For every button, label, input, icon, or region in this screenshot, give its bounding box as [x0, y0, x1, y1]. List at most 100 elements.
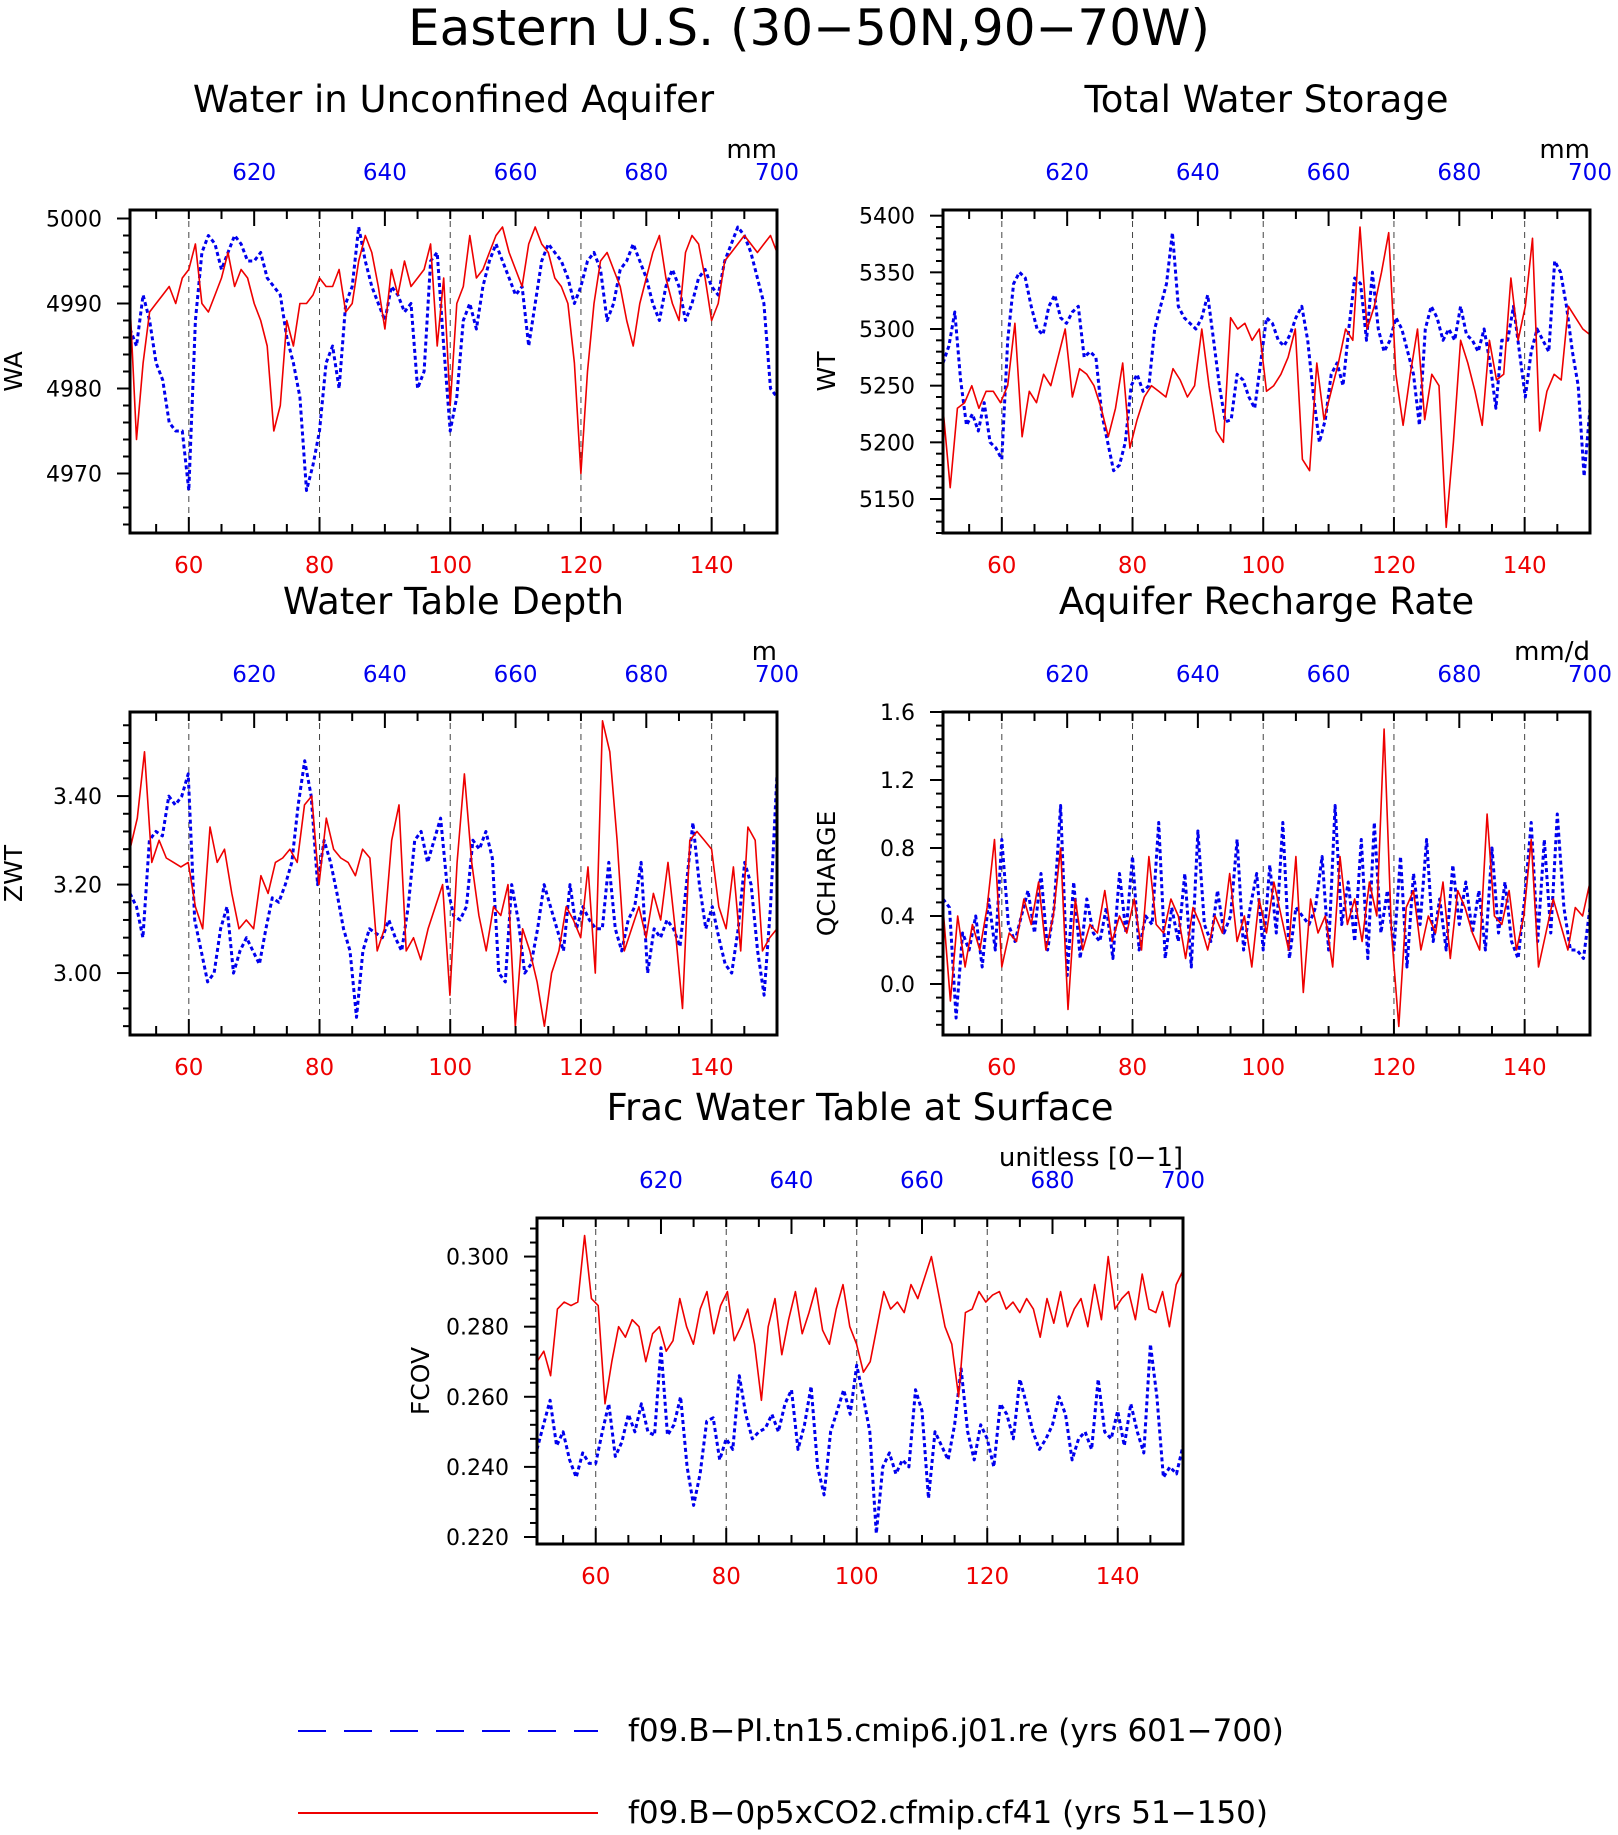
- x-tick-label-top: 660: [494, 160, 538, 186]
- legend-label-series-a: f09.B−PI.tn15.cmip6.j01.re (yrs 601−700): [628, 1713, 1284, 1749]
- main-title: Eastern U.S. (30−50N,90−70W): [408, 0, 1210, 57]
- y-tick-label: 1.2: [880, 769, 915, 794]
- x-tick-label-bottom: 120: [965, 1564, 1009, 1590]
- y-axis-label: QCHARGE: [812, 811, 841, 937]
- chart-title: Frac Water Table at Surface: [606, 1086, 1113, 1129]
- y-axis-label: WA: [0, 351, 28, 391]
- series-line-a: [128, 225, 779, 492]
- units-label: m: [752, 637, 777, 667]
- y-tick-label: 0.0: [880, 973, 915, 998]
- x-tick-label-top: 640: [770, 1168, 814, 1194]
- x-tick-label-top: 680: [624, 160, 668, 186]
- y-tick-label: 0.4: [880, 905, 915, 930]
- plot-frame: [535, 1216, 1185, 1546]
- x-tick-label-top: 700: [1568, 662, 1612, 688]
- x-tick-label-top: 700: [1161, 1168, 1205, 1194]
- y-tick-label: 4990: [46, 293, 102, 318]
- x-tick-label-bottom: 140: [1096, 1564, 1140, 1590]
- units-label: mm: [1539, 135, 1590, 165]
- x-tick-label-bottom: 100: [428, 1055, 472, 1081]
- y-axis-label: FCOV: [406, 1347, 435, 1415]
- x-tick-label-bottom: 100: [1241, 553, 1285, 579]
- series-line-b: [129, 226, 778, 475]
- chart-title: Water in Unconfined Aquifer: [193, 78, 715, 121]
- chart-panel-3: Water Table Depth m ZWT 60 80 100 120 140 620 640…: [0, 580, 799, 1081]
- x-tick-label-bottom: 80: [305, 553, 334, 579]
- x-tick-label-bottom: 80: [1118, 1055, 1147, 1081]
- x-tick-label-top: 700: [1568, 160, 1612, 186]
- x-tick-label-bottom: 140: [690, 553, 734, 579]
- y-tick-label: 4980: [46, 378, 102, 403]
- y-tick-label: 3.40: [53, 785, 102, 810]
- y-tick-label: 5400: [859, 205, 915, 230]
- y-tick-label: 0.300: [446, 1246, 509, 1271]
- y-tick-label: 0.220: [446, 1526, 509, 1551]
- y-tick-label: 3.20: [53, 874, 102, 899]
- x-tick-label-top: 640: [363, 160, 407, 186]
- series-line-b: [942, 226, 1591, 529]
- x-tick-label-bottom: 140: [1503, 553, 1547, 579]
- x-tick-label-bottom: 100: [428, 553, 472, 579]
- x-tick-label-top: 660: [900, 1168, 944, 1194]
- x-tick-label-top: 620: [232, 662, 276, 688]
- series-line-b: [942, 728, 1591, 1028]
- x-tick-label-bottom: 120: [559, 1055, 603, 1081]
- plot-frame: [128, 710, 779, 1037]
- chart-panel-2: Total Water Storage mm WT 60 80 100 120 140 620 6…: [812, 78, 1612, 579]
- y-tick-label: 5000: [46, 208, 102, 233]
- series-line-b: [129, 719, 778, 1027]
- x-tick-label-top: 660: [494, 662, 538, 688]
- plot-frame: [941, 710, 1592, 1037]
- x-tick-label-bottom: 80: [1118, 553, 1147, 579]
- chart-title: Total Water Storage: [1083, 78, 1448, 121]
- x-tick-label-bottom: 100: [835, 1564, 879, 1590]
- chart-panel-1: Water in Unconfined Aquifer mm WA 60 80 100 12…: [0, 78, 799, 579]
- x-tick-label-bottom: 80: [712, 1564, 741, 1590]
- x-tick-label-bottom: 60: [174, 1055, 203, 1081]
- x-tick-label-bottom: 140: [1503, 1055, 1547, 1081]
- y-tick-label: 4970: [46, 463, 102, 488]
- x-tick-label-top: 680: [1437, 160, 1481, 186]
- x-tick-label-top: 680: [1437, 662, 1481, 688]
- x-tick-label-top: 680: [1031, 1168, 1075, 1194]
- series-line-a: [941, 804, 1592, 1020]
- y-tick-label: 0.260: [446, 1386, 509, 1411]
- series-line-a: [941, 231, 1592, 478]
- units-label: mm: [726, 135, 777, 165]
- y-tick-label: 0.240: [446, 1456, 509, 1481]
- x-tick-label-top: 620: [232, 160, 276, 186]
- units-label: unitless [0−1]: [999, 1143, 1183, 1173]
- x-tick-label-top: 640: [1176, 160, 1220, 186]
- series-line-a: [535, 1342, 1185, 1535]
- x-tick-label-top: 640: [1176, 662, 1220, 688]
- y-tick-label: 0.8: [880, 837, 915, 862]
- x-tick-label-bottom: 80: [305, 1055, 334, 1081]
- plot-frame: [941, 208, 1592, 535]
- x-tick-label-top: 620: [639, 1168, 683, 1194]
- x-tick-label-bottom: 60: [581, 1564, 610, 1590]
- x-tick-label-top: 660: [1307, 160, 1351, 186]
- x-tick-label-bottom: 120: [1372, 553, 1416, 579]
- x-tick-label-bottom: 140: [690, 1055, 734, 1081]
- y-tick-label: 5300: [859, 318, 915, 343]
- y-axis-label: ZWT: [0, 844, 28, 902]
- x-tick-label-bottom: 60: [174, 553, 203, 579]
- x-tick-label-top: 700: [755, 160, 799, 186]
- chart-panel-4: Aquifer Recharge Rate mm/d QCHARGE 60 80 100 1…: [812, 580, 1612, 1081]
- x-tick-label-top: 620: [1045, 160, 1089, 186]
- series-line-b: [536, 1234, 1184, 1405]
- x-tick-label-top: 700: [755, 662, 799, 688]
- legend-label-series-b: f09.B−0p5xCO2.cfmip.cf41 (yrs 51−150): [628, 1795, 1268, 1831]
- x-tick-label-top: 680: [624, 662, 668, 688]
- x-tick-label-top: 660: [1307, 662, 1351, 688]
- y-tick-label: 0.280: [446, 1316, 509, 1341]
- y-tick-label: 1.6: [880, 701, 915, 726]
- x-tick-label-bottom: 60: [987, 553, 1016, 579]
- y-tick-label: 5150: [859, 488, 915, 513]
- legend: f09.B−PI.tn15.cmip6.j01.re (yrs 601−700)…: [298, 1713, 1284, 1831]
- y-axis-label: WT: [812, 351, 841, 392]
- y-tick-label: 3.00: [53, 962, 102, 987]
- chart-panel-5: Frac Water Table at Surface unitless [0−1…: [406, 1086, 1205, 1590]
- units-label: mm/d: [1514, 637, 1590, 667]
- x-tick-label-bottom: 100: [1241, 1055, 1285, 1081]
